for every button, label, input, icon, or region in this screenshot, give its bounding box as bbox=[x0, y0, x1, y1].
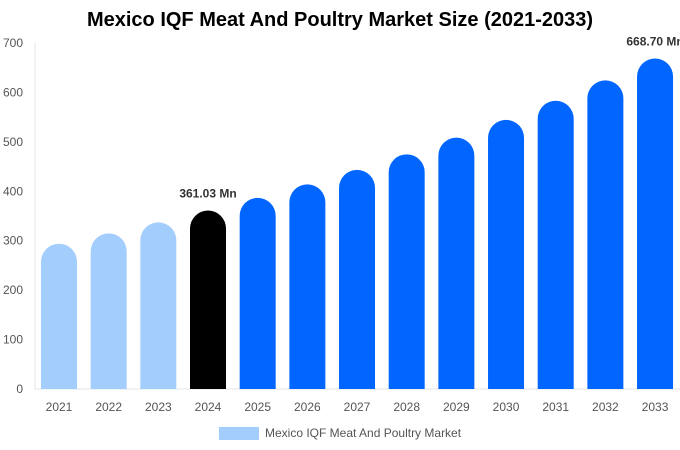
bar-2029 bbox=[438, 137, 475, 389]
legend-label: Mexico IQF Meat And Poultry Market bbox=[265, 426, 462, 440]
bar-2021 bbox=[41, 243, 77, 389]
x-tick-label: 2028 bbox=[393, 400, 420, 414]
y-tick-label: 600 bbox=[3, 85, 23, 99]
bar-2032 bbox=[587, 80, 624, 389]
x-tick-label: 2021 bbox=[46, 400, 73, 414]
y-tick-label: 300 bbox=[3, 234, 23, 248]
bar-2030 bbox=[488, 119, 525, 389]
x-tick-label: 2023 bbox=[145, 400, 172, 414]
x-tick-label: 2022 bbox=[95, 400, 122, 414]
x-tick-label: 2032 bbox=[592, 400, 619, 414]
legend: Mexico IQF Meat And Poultry Market bbox=[219, 426, 461, 440]
x-tick-label: 2031 bbox=[542, 400, 569, 414]
bar-2028 bbox=[388, 154, 425, 389]
chart-title: Mexico IQF Meat And Poultry Market Size … bbox=[86, 9, 594, 31]
y-tick-label: 100 bbox=[3, 333, 23, 347]
y-tick-label: 500 bbox=[3, 135, 23, 149]
data-label: 668.70 Mn bbox=[626, 34, 680, 48]
x-tick-label: 2024 bbox=[195, 400, 222, 414]
x-tick-label: 2029 bbox=[443, 400, 470, 414]
x-tick-label: 2026 bbox=[294, 400, 321, 414]
x-tick-label: 2033 bbox=[642, 400, 669, 414]
y-tick-label: 0 bbox=[16, 382, 23, 396]
y-tick-label: 400 bbox=[3, 184, 23, 198]
bar-2027 bbox=[339, 169, 376, 389]
y-tick-label: 700 bbox=[3, 36, 23, 50]
bar-2024 bbox=[190, 210, 227, 389]
bar-2025 bbox=[239, 197, 276, 389]
x-tick-label: 2030 bbox=[493, 400, 520, 414]
bar-2023 bbox=[140, 222, 177, 389]
x-tick-label: 2027 bbox=[344, 400, 371, 414]
bar-2026 bbox=[289, 184, 326, 389]
x-tick-label: 2025 bbox=[244, 400, 271, 414]
legend-swatch bbox=[219, 426, 259, 440]
data-label: 361.03 Mn bbox=[179, 187, 236, 201]
y-tick-label: 200 bbox=[3, 283, 23, 297]
bar-2033 bbox=[637, 58, 674, 390]
bar-2031 bbox=[537, 100, 574, 390]
bar-2022 bbox=[90, 233, 127, 389]
